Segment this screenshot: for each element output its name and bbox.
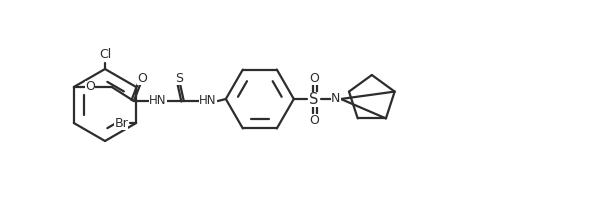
- Text: O: O: [309, 72, 319, 85]
- Text: O: O: [309, 114, 319, 127]
- Text: O: O: [85, 81, 95, 94]
- Text: HN: HN: [149, 94, 167, 106]
- Text: Br: Br: [114, 117, 128, 130]
- Text: S: S: [175, 72, 183, 85]
- Text: HN: HN: [199, 94, 216, 106]
- Text: O: O: [137, 72, 146, 85]
- Text: S: S: [309, 92, 318, 106]
- Text: Cl: Cl: [99, 48, 111, 61]
- Text: N: N: [331, 92, 340, 105]
